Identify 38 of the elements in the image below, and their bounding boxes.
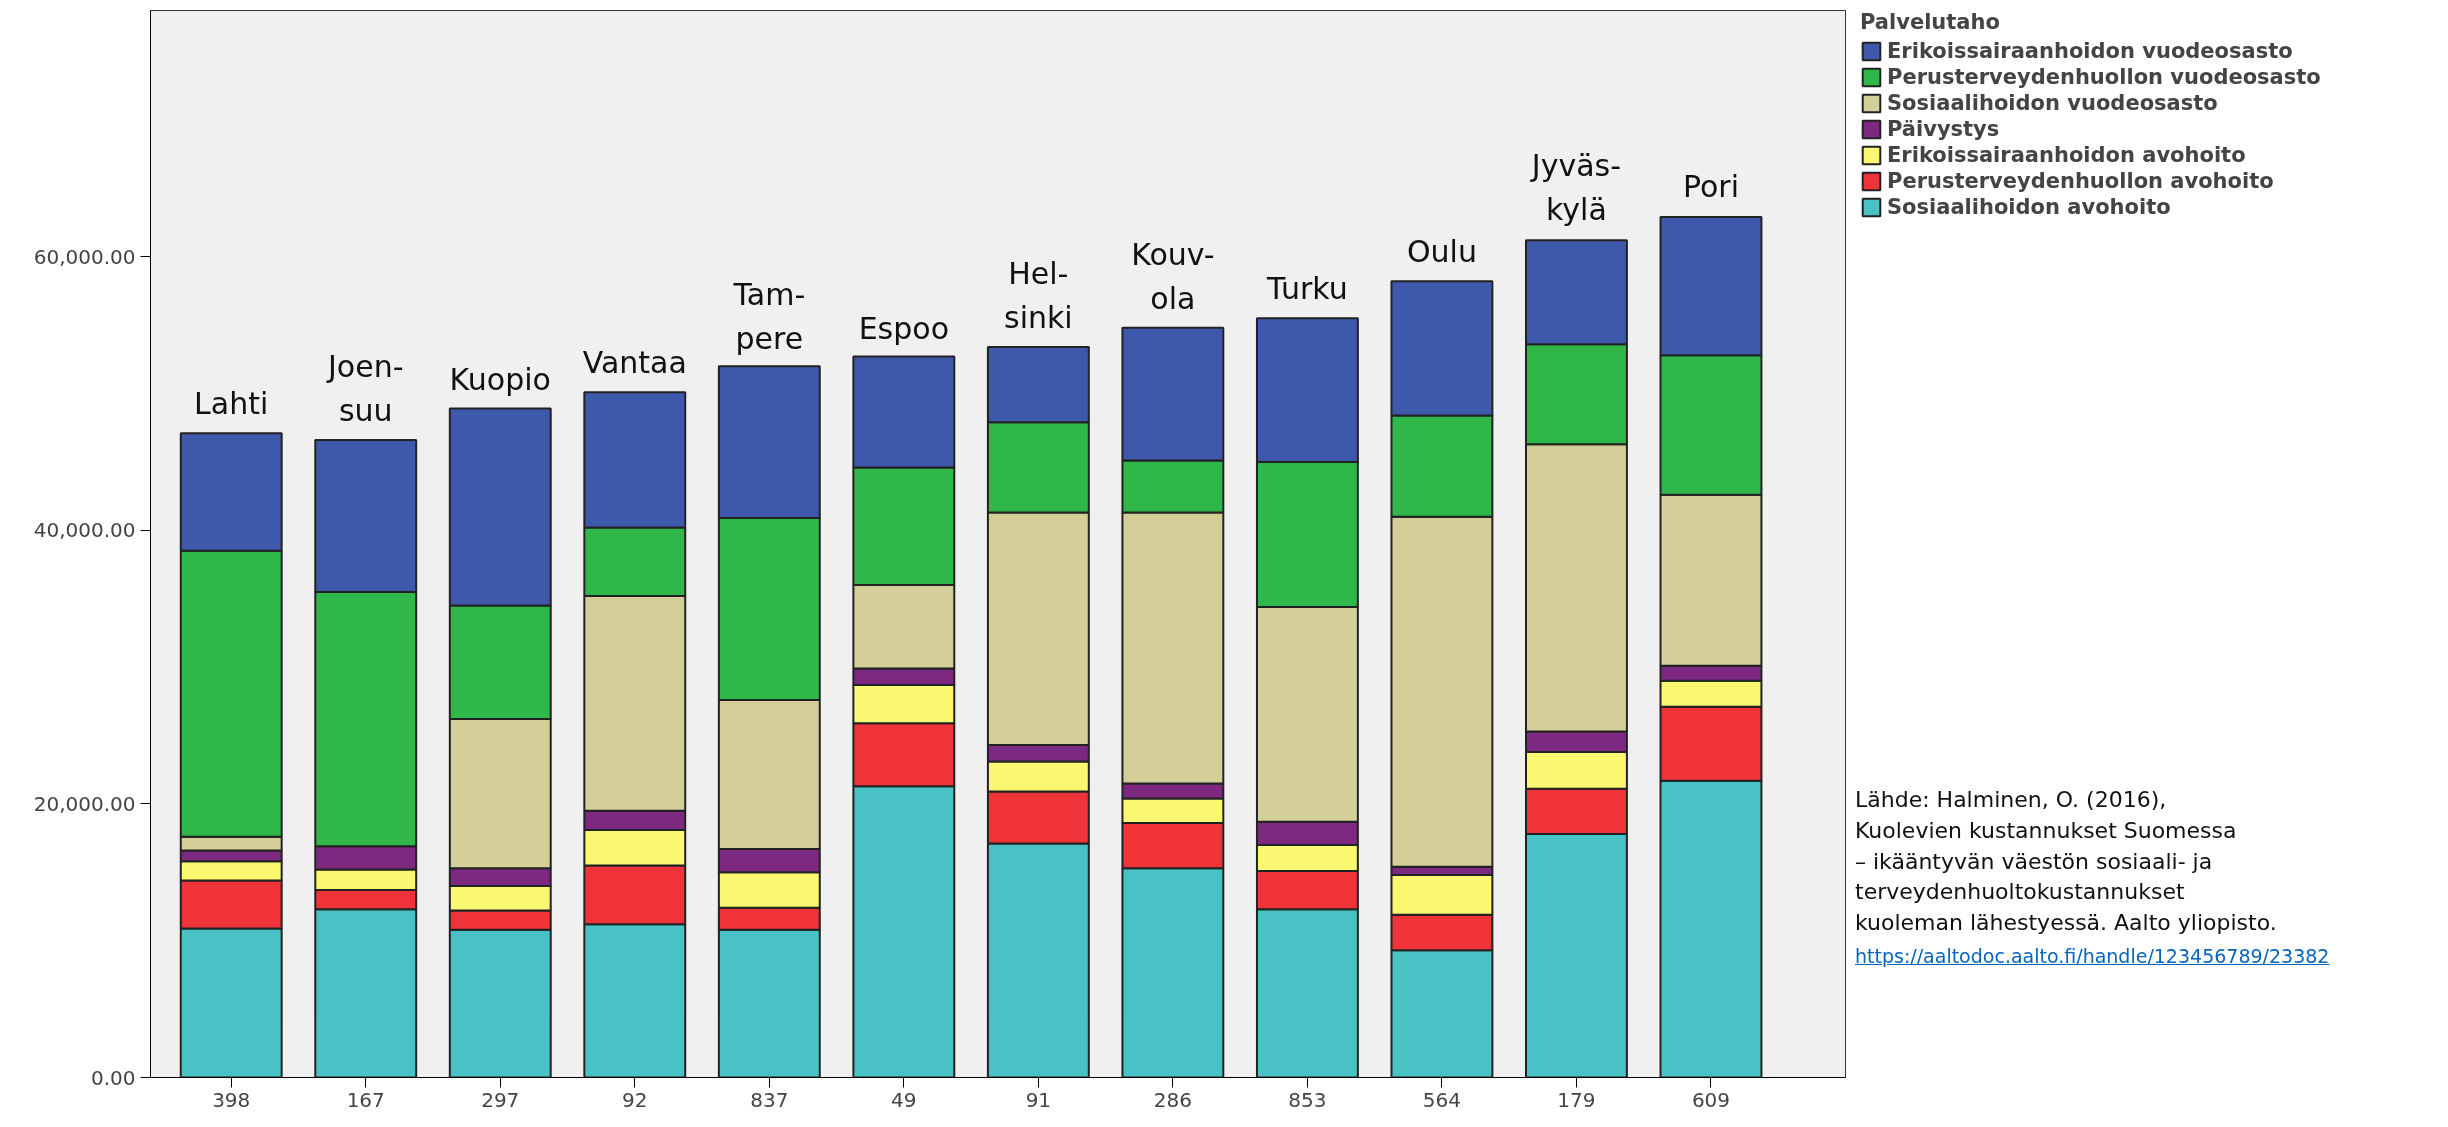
annotation: Kouv- ola [1131,237,1215,316]
x-tick-label: 49 [891,1087,917,1112]
x-tick-label: 398 [212,1087,251,1112]
annotation: Lahti [194,386,269,422]
text: Lähde: Halminen, O. (2016), Kuolevien kustannukset Suomessa – ikääntyvän väestön sosiaali- ja terveydenhuoltokustannukset kuoleman lähestyessä. Aalto yliopisto. [1855,786,2278,938]
x-tick-label: 609 [1691,1087,1731,1112]
x-tick-label: 853 [1288,1087,1327,1112]
x-tick-label: 179 [1557,1087,1596,1112]
y-tick-label: 0.00 [90,1065,136,1090]
annotation: Kuopio [449,361,551,397]
legend-label: Sosiaalihoidon vuodeosasto [1887,91,2218,115]
legend-label: Erikoissairaanhoidon vuodeosasto [1887,39,2293,63]
x-tick-label: 286 [1153,1087,1192,1112]
annotation: Turku [1266,271,1348,307]
x-tick-label: 91 [1025,1087,1052,1112]
legend-label: Perusterveydenhuollon vuodeosasto [1887,65,2321,89]
x-tick-label: 297 [481,1087,520,1112]
text: https://aaltodoc.aalto.fi/handle/123456789/23382 [1855,944,2330,969]
x-tick-label: 167 [346,1087,385,1112]
legend-label: Erikoissairaanhoidon avohoito [1887,143,2246,167]
annotation: Joen- suu [325,349,404,429]
annotation: Oulu [1406,234,1477,270]
y-tick-label: 20,000.00 [33,791,136,816]
annotation: Vantaa [582,345,687,381]
annotation: Jyväs- kylä [1529,148,1622,227]
legend-label: Päivystys [1887,117,2000,141]
x-tick-label: 92 [622,1087,648,1112]
y-tick-label: 40,000.00 [33,518,136,543]
annotation: Tam- pere [732,276,806,356]
x-tick-label: 564 [1422,1087,1462,1112]
annotation: Hel- sinki [1004,256,1073,336]
y-tick-label: 60,000.00 [33,244,136,269]
legend-title: Palvelutaho [1860,10,2001,34]
x-tick-label: 837 [750,1087,789,1112]
annotation: Espoo [858,310,950,346]
legend-label: Sosiaalihoidon avohoito [1887,195,2171,219]
annotation: Pori [1682,168,1739,204]
legend-label: Perusterveydenhuollon avohoito [1887,169,2274,193]
